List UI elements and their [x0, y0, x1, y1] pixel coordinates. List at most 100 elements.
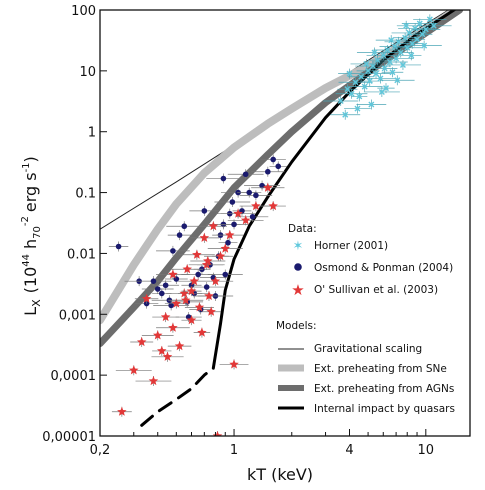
data-point-cross	[408, 34, 426, 45]
data-point-cross	[377, 83, 395, 94]
y-tick-label: 1	[88, 126, 96, 141]
svg-text:Ext. preheating from AGNs: Ext. preheating from AGNs	[314, 383, 454, 395]
data-point-star	[141, 330, 174, 341]
data-point-cross	[371, 63, 398, 74]
data-point-star	[189, 232, 220, 243]
svg-text:Internal impact by quasars: Internal impact by quasars	[314, 403, 455, 415]
data-point-cross	[411, 24, 441, 35]
data-point-star	[227, 215, 264, 226]
x-axis-label: kT (keV)	[247, 465, 313, 484]
svg-text:Osmond & Ponman (2004): Osmond & Ponman (2004)	[314, 262, 453, 274]
data-point-dot	[239, 190, 273, 201]
data-point-star	[212, 251, 229, 262]
data-point-star	[135, 376, 172, 387]
model-line-internal-impact-by-quasars-extrapolation	[140, 366, 215, 427]
y-label-exp2: -2	[20, 216, 31, 226]
data-point-cross	[413, 14, 447, 25]
data-point-star	[178, 249, 215, 260]
y-label-exp3: -1	[21, 162, 32, 172]
data-point-cross	[412, 29, 433, 40]
data-point-cross	[388, 47, 414, 58]
data-point-star	[193, 290, 225, 301]
data-point-star	[207, 243, 243, 254]
data-point-dot	[166, 221, 203, 232]
data-point-dot	[175, 312, 202, 323]
data-point-star	[181, 286, 202, 297]
x-tick-label: 4	[345, 443, 353, 458]
data-point-star	[260, 201, 286, 212]
data-point-star	[197, 276, 234, 287]
data-point-dot	[156, 245, 190, 256]
data-point-star	[156, 269, 190, 280]
data-point-cross	[338, 77, 373, 88]
data-point-dot	[269, 161, 287, 172]
legend-item-quasars: Internal impact by quasars	[278, 403, 455, 415]
cross-marker-icon: ✶	[293, 239, 304, 254]
legend-data-title: Data:	[288, 223, 317, 235]
x-tick-label: 1	[230, 443, 238, 458]
legend-item-horner: ✶ Horner (2001)	[293, 239, 389, 254]
data-point-dot	[188, 282, 225, 293]
data-point-cross	[415, 20, 452, 31]
data-point-dot	[214, 196, 251, 207]
y-label-erg: erg s	[21, 172, 40, 212]
legend-item-sne: Ext. preheating from SNe	[278, 363, 447, 375]
data-point-cross	[375, 35, 407, 46]
data-point-star	[171, 264, 204, 275]
data-point-star	[130, 337, 154, 348]
data-point-dot	[135, 276, 172, 287]
data-point-cross	[363, 86, 400, 97]
data-point-cross	[356, 47, 393, 58]
data-point-star	[216, 230, 244, 241]
y-tick-label: 0,001	[59, 308, 96, 323]
axis-ticks: 0,2 1 4 10 100 10 1 0.1 0.01 0,001 0,0001 0,00001	[42, 4, 434, 458]
y-axis-label: LX (1044 h70-2 erg s-1)	[20, 156, 43, 316]
data-point-star	[220, 208, 256, 219]
data-point-star	[151, 351, 184, 362]
data-points	[108, 14, 452, 436]
data-point-dot	[244, 180, 281, 191]
data-point-star	[193, 327, 211, 338]
x-tick-label: 0,2	[90, 443, 111, 458]
data-point-dot	[189, 205, 220, 216]
data-point-dot	[251, 166, 285, 177]
y-tick-label: 0.01	[67, 247, 96, 262]
data-point-cross	[346, 81, 383, 92]
plot-frame	[99, 9, 471, 437]
legend-item-osmond: Osmond & Ponman (2004)	[294, 262, 453, 274]
data-point-star	[168, 295, 204, 306]
data-point-cross	[381, 67, 404, 78]
svg-text:LX(1044h70-2erg s-1): LX (1044 h70-2 erg s-1)	[20, 156, 43, 316]
data-point-dot	[237, 187, 262, 198]
svg-text:O' Sullivan et al. (2003): O' Sullivan et al. (2003)	[314, 284, 438, 296]
data-point-star	[201, 306, 221, 317]
data-point-dot	[141, 284, 174, 295]
data-point-cross	[351, 91, 368, 102]
dot-marker-icon	[294, 263, 302, 271]
data-point-cross	[379, 75, 415, 86]
data-point-cross	[350, 58, 383, 69]
y-label-sub: X	[30, 299, 43, 307]
data-point-cross	[323, 95, 359, 106]
legend-models-title: Models:	[276, 320, 317, 332]
data-point-cross	[378, 53, 414, 64]
data-point-cross	[338, 68, 361, 79]
data-point-star	[251, 182, 285, 193]
data-point-star	[152, 345, 172, 356]
model-line-internal-impact-by-quasars	[211, 10, 457, 370]
data-point-cross	[344, 103, 371, 114]
data-point-star	[199, 221, 227, 232]
legend: Data: ✶ Horner (2001) Osmond & Ponman (2…	[276, 223, 455, 415]
svg-text:Horner (2001): Horner (2001)	[314, 240, 388, 252]
data-point-star	[156, 322, 190, 333]
data-point-dot	[167, 230, 192, 241]
data-point-dot	[207, 269, 243, 280]
data-point-dot	[232, 205, 252, 216]
y-tick-label: 0,00001	[42, 430, 96, 445]
data-point-cross	[337, 84, 358, 95]
y-tick-label: 10	[79, 65, 96, 80]
data-point-cross	[392, 32, 418, 43]
model-lines	[100, 10, 464, 427]
y-label-rest: (10	[21, 267, 40, 294]
data-point-dot	[227, 169, 264, 180]
